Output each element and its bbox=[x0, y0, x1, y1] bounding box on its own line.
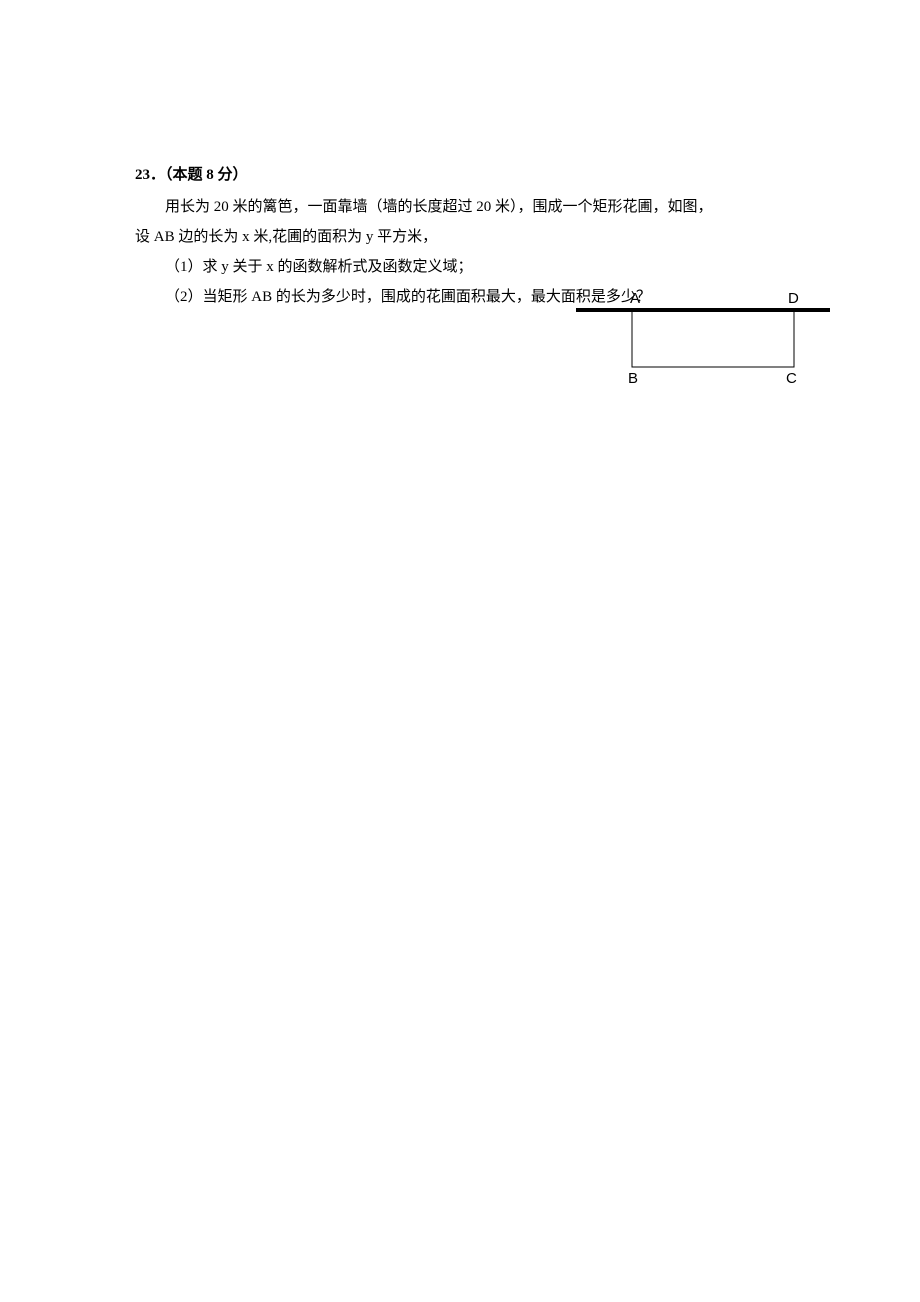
problem-intro-line1: 用长为 20 米的篱笆，一面靠墙（墙的长度超过 20 米），围成一个矩形花圃，如… bbox=[135, 192, 790, 222]
figure-rect bbox=[632, 311, 794, 367]
problem-intro-line2: 设 AB 边的长为 x 米,花圃的面积为 y 平方米， bbox=[135, 222, 790, 252]
figure-container: A D B C bbox=[576, 290, 830, 388]
figure-label-b: B bbox=[628, 370, 638, 387]
problem-points: （本题 8 分） bbox=[165, 167, 248, 183]
problem-number: 23． bbox=[135, 167, 165, 183]
problem-q1: （1）求 y 关于 x 的函数解析式及函数定义域； bbox=[135, 252, 790, 282]
figure-label-d: D bbox=[788, 290, 799, 307]
problem-header: 23．（本题 8 分） bbox=[135, 160, 790, 190]
figure-label-a: A bbox=[630, 290, 640, 307]
figure-label-c: C bbox=[786, 370, 797, 387]
